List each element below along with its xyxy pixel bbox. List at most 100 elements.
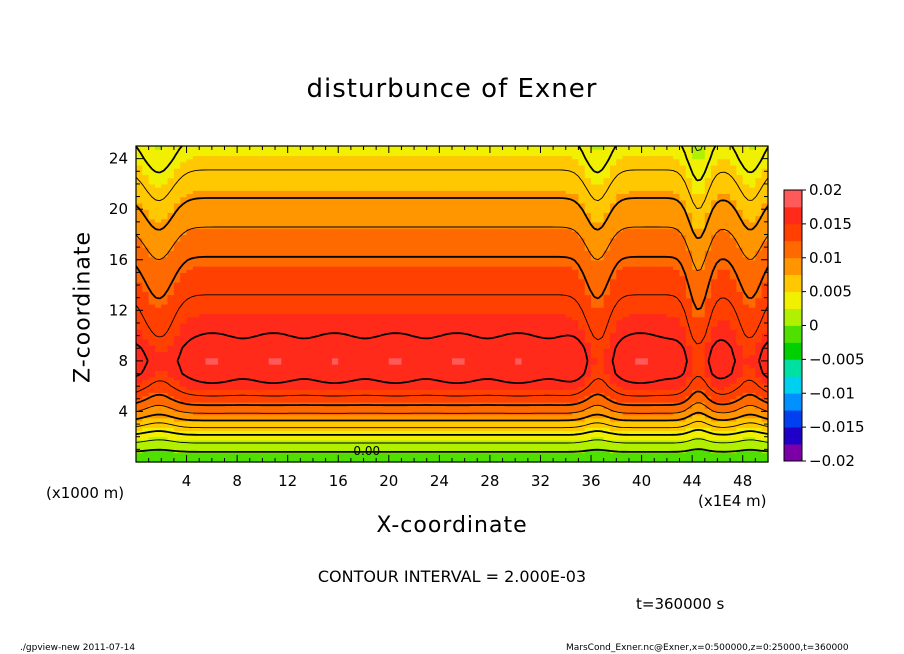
field-cell — [154, 446, 162, 450]
field-cell — [173, 262, 181, 267]
field-cell — [319, 146, 327, 150]
field-cell — [249, 364, 257, 368]
field-cell — [218, 341, 226, 346]
field-cell — [300, 313, 308, 318]
field-cell — [344, 247, 352, 251]
field-cell — [281, 281, 289, 286]
field-cell — [199, 281, 207, 286]
field-cell — [218, 376, 226, 381]
field-cell — [256, 187, 263, 191]
field-cell — [357, 326, 365, 330]
field-cell — [407, 322, 415, 327]
field-cell — [300, 326, 308, 330]
field-cell — [136, 436, 143, 441]
field-cell — [173, 152, 181, 157]
field-cell — [287, 164, 295, 169]
field-cell — [142, 351, 150, 356]
field-cell — [407, 436, 415, 441]
field-cell — [237, 259, 245, 264]
field-cell — [142, 221, 150, 226]
field-cell — [319, 424, 327, 428]
field-cell — [268, 288, 276, 292]
field-cell — [388, 212, 396, 217]
field-cell — [262, 272, 270, 277]
field-cell — [281, 443, 289, 447]
field-cell — [211, 405, 219, 409]
field-cell — [300, 304, 308, 308]
field-cell — [414, 288, 421, 292]
field-cell — [445, 256, 453, 261]
field-cell — [306, 354, 314, 359]
field-cell — [211, 348, 219, 352]
field-cell — [148, 174, 156, 179]
field-cell — [211, 158, 219, 163]
field-cell — [287, 256, 295, 261]
field-cell — [199, 174, 207, 179]
field-cell — [325, 452, 333, 457]
field-cell — [205, 458, 213, 463]
field-cell — [312, 420, 320, 425]
field-cell — [401, 152, 409, 157]
field-cell — [363, 420, 371, 425]
field-cell — [439, 316, 447, 321]
field-cell — [199, 398, 207, 403]
field-cell — [344, 202, 352, 207]
field-cell — [136, 364, 143, 368]
field-cell — [433, 231, 440, 236]
field-cell — [338, 234, 346, 239]
field-cell — [439, 158, 447, 163]
field-cell — [401, 202, 409, 207]
field-cell — [357, 354, 365, 359]
field-cell — [205, 332, 213, 337]
field-cell — [161, 149, 169, 153]
field-cell — [224, 395, 232, 400]
field-cell — [167, 446, 175, 450]
field-cell — [357, 367, 365, 371]
field-cell — [350, 427, 358, 431]
field-cell — [319, 427, 327, 431]
field-cell — [186, 348, 194, 352]
field-cell — [388, 405, 396, 409]
field-cell — [382, 364, 390, 368]
field-cell — [401, 319, 409, 324]
field-cell — [312, 228, 320, 232]
field-cell — [376, 316, 384, 321]
field-cell — [331, 345, 339, 349]
field-cell — [420, 221, 428, 226]
field-cell — [230, 281, 238, 286]
field-cell — [268, 430, 276, 435]
field-cell — [388, 215, 396, 220]
field-cell — [154, 326, 162, 330]
field-cell — [395, 364, 403, 368]
field-cell — [357, 177, 365, 182]
field-cell — [218, 392, 226, 397]
field-cell — [205, 231, 213, 236]
field-cell — [186, 161, 194, 166]
field-cell — [388, 386, 396, 390]
field-cell — [426, 278, 434, 283]
field-cell — [243, 439, 251, 444]
field-cell — [420, 386, 428, 390]
field-cell — [376, 240, 384, 245]
field-cell — [268, 424, 276, 428]
field-cell — [167, 291, 175, 296]
field-cell — [230, 414, 238, 419]
field-cell — [363, 215, 371, 220]
field-cell — [433, 234, 440, 239]
field-cell — [218, 152, 226, 157]
field-cell — [218, 338, 226, 343]
field-cell — [407, 266, 415, 270]
field-cell — [407, 237, 415, 242]
field-cell — [420, 177, 428, 182]
field-cell — [268, 335, 276, 340]
field-cell — [230, 237, 238, 242]
field-cell — [167, 269, 175, 273]
field-cell — [369, 436, 377, 441]
field-cell — [224, 193, 232, 198]
field-cell — [325, 345, 333, 349]
field-cell — [148, 247, 156, 251]
field-cell — [294, 326, 301, 330]
field-cell — [268, 379, 276, 384]
field-cell — [319, 300, 327, 305]
field-cell — [281, 285, 289, 289]
